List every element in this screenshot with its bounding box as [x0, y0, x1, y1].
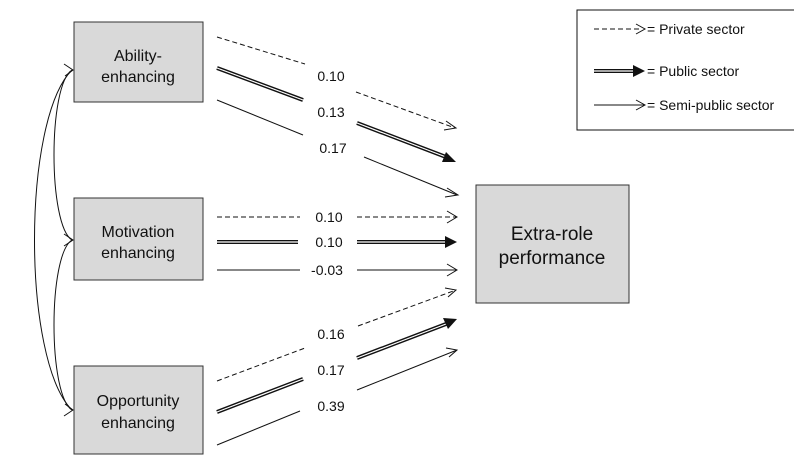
opportunity-label-line1: Opportunity [97, 393, 180, 410]
outcome-label-line2: performance [499, 248, 606, 269]
legend-solid-arrowhead [633, 65, 645, 77]
legend-item-public: = Public sector [594, 63, 740, 79]
opportunity-paths: 0.16 0.17 0.39 [216, 287, 459, 446]
ability-private-path-a [216, 36, 306, 65]
legend-semi-public-label: = Semi-public sector [647, 97, 775, 113]
covariance-curves [34, 63, 74, 417]
ability-semi-arrowhead [444, 187, 460, 198]
opportunity-private-arrowhead [444, 287, 458, 298]
motivation-enhancing-box: Motivation enhancing [73, 197, 204, 281]
coef-ability-private: 0.10 [317, 68, 344, 84]
legend-private-label: = Private sector [647, 21, 745, 37]
ability-private-path-b [355, 91, 456, 129]
opportunity-private-path-b [357, 289, 457, 327]
motivation-paths: 0.10 0.10 -0.03 [217, 209, 458, 278]
coef-opportunity-private: 0.16 [317, 326, 344, 342]
legend-item-private: = Private sector [594, 21, 745, 37]
motivation-public-arrowhead [445, 236, 457, 248]
motivation-semi-arrowhead [446, 263, 458, 277]
opportunity-semi-path-a [216, 410, 301, 446]
opportunity-public-arrowhead [443, 318, 457, 329]
coef-motivation-private: 0.10 [315, 209, 342, 225]
ability-enhancing-box: Ability- enhancing [73, 21, 204, 103]
ability-private-arrowhead [443, 120, 458, 131]
opportunity-private-path-a [216, 347, 306, 382]
opportunity-enhancing-box: Opportunity enhancing [73, 365, 204, 455]
ability-label-line1: Ability- [114, 48, 162, 65]
ability-semi-path-b [363, 156, 458, 196]
motivation-label-line1: Motivation [102, 224, 175, 241]
arrowhead-opportunity [63, 403, 74, 417]
legend: = Private sector = Public sector = Semi-… [576, 9, 794, 131]
motivation-label-line2: enhancing [101, 245, 175, 262]
coef-ability-public: 0.13 [317, 104, 344, 120]
arrowhead-motivation [63, 233, 74, 247]
opportunity-semi-arrowhead [445, 347, 459, 358]
coef-opportunity-semi: 0.39 [317, 398, 344, 414]
coef-motivation-public: 0.10 [315, 234, 342, 250]
ability-paths: 0.10 0.13 0.17 [216, 36, 460, 198]
legend-dashed-arrowhead [635, 23, 647, 35]
coef-opportunity-public: 0.17 [317, 362, 344, 378]
legend-thin-arrowhead [635, 99, 647, 111]
ability-semi-path-a [216, 99, 304, 136]
legend-item-semi-public: = Semi-public sector [594, 97, 775, 113]
coef-ability-semi: 0.17 [319, 140, 346, 156]
covariance-motivation-opportunity [53, 239, 73, 411]
legend-public-label: = Public sector [647, 63, 740, 79]
covariance-ability-opportunity [34, 69, 73, 411]
outcome-label-line1: Extra-role [511, 224, 593, 245]
ability-public-arrowhead [442, 152, 456, 162]
extra-role-performance-box: Extra-role performance [475, 184, 630, 304]
ability-label-line2: enhancing [101, 69, 175, 86]
coef-motivation-semi: -0.03 [311, 262, 343, 278]
covariance-ability-motivation [53, 69, 73, 241]
opportunity-semi-path-b [356, 349, 458, 391]
motivation-private-arrowhead [446, 210, 458, 224]
opportunity-label-line2: enhancing [101, 415, 175, 432]
arrowhead-ability [63, 63, 74, 77]
